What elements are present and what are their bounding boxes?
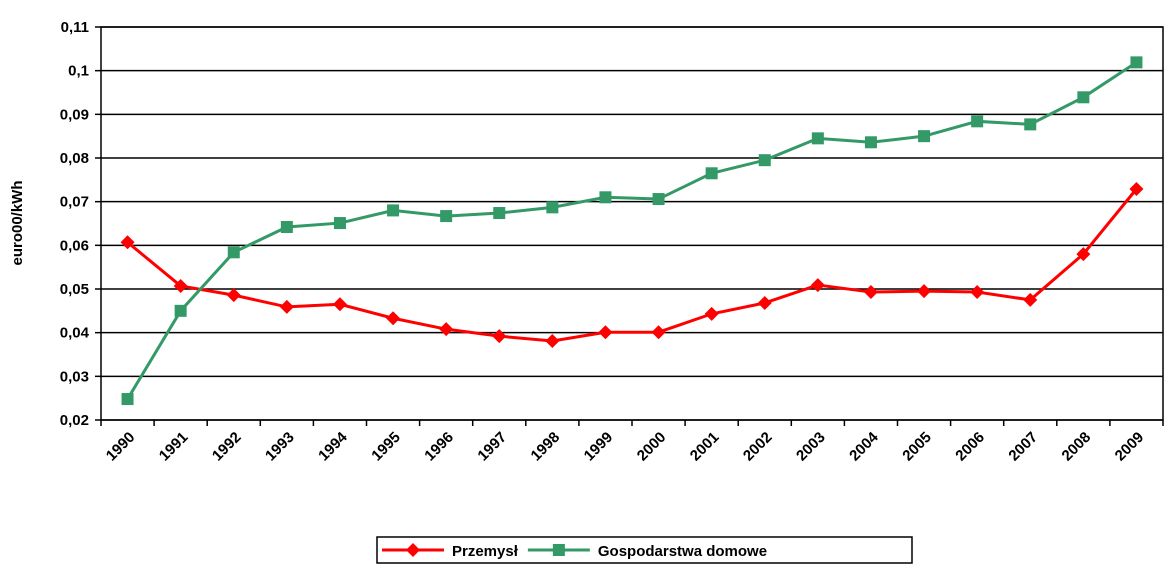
data-point <box>1130 56 1143 69</box>
x-tick-label: 2004 <box>846 428 882 464</box>
y-axis-label: euro00/kWh <box>9 180 26 265</box>
data-point <box>387 204 400 217</box>
data-point <box>1024 118 1037 131</box>
data-point <box>546 201 559 214</box>
data-point <box>439 322 454 337</box>
data-point <box>120 235 135 250</box>
y-tick-label: 0,07 <box>60 194 89 211</box>
data-point <box>704 306 719 321</box>
x-tick-label: 2002 <box>740 429 776 465</box>
legend-label: Przemysł <box>452 543 519 560</box>
data-point <box>121 393 134 406</box>
y-tick-label: 0,02 <box>60 412 89 429</box>
x-tick-label: 1996 <box>421 429 457 465</box>
x-tick-label: 2001 <box>687 429 723 465</box>
data-point <box>652 193 665 206</box>
x-tick-label: 2008 <box>1059 429 1095 465</box>
y-tick-label: 0,06 <box>60 237 89 254</box>
x-tick-label: 2006 <box>952 429 988 465</box>
data-point <box>227 246 240 259</box>
data-point <box>280 220 293 233</box>
data-point <box>1129 182 1144 197</box>
data-point <box>386 311 401 326</box>
x-tick-label: 2007 <box>1005 429 1041 465</box>
data-point <box>545 333 560 348</box>
x-tick-label: 1999 <box>581 429 617 465</box>
y-tick-label: 0,08 <box>60 150 89 167</box>
legend-box <box>376 536 913 564</box>
data-point <box>810 278 825 293</box>
data-point <box>863 285 878 300</box>
data-point <box>173 278 188 293</box>
data-point <box>279 299 294 314</box>
data-point <box>174 304 187 317</box>
x-tick-label: 1998 <box>528 429 564 465</box>
data-point <box>599 191 612 204</box>
data-point <box>226 288 241 303</box>
data-point <box>970 285 985 300</box>
data-point <box>1077 91 1090 104</box>
series-line <box>126 61 1138 400</box>
data-point <box>917 284 932 299</box>
y-tick-label: 0,1 <box>68 63 89 80</box>
y-tick-label: 0,03 <box>60 368 89 385</box>
plot-frame <box>100 26 1164 421</box>
series-line <box>126 188 1138 343</box>
legend-marker <box>406 543 420 557</box>
data-point <box>971 115 984 128</box>
data-point <box>811 132 824 145</box>
x-tick-label: 2009 <box>1112 429 1148 465</box>
data-point <box>333 217 346 230</box>
data-point <box>493 207 506 220</box>
x-tick-label: 1991 <box>156 429 192 465</box>
data-point <box>1076 247 1091 262</box>
data-point <box>918 130 931 143</box>
x-tick-label: 1997 <box>474 429 510 465</box>
data-point <box>332 297 347 312</box>
data-point <box>651 325 666 340</box>
x-tick-label: 1993 <box>262 429 298 465</box>
data-point <box>440 210 453 223</box>
x-tick-label: 2000 <box>634 429 670 465</box>
data-point <box>1023 292 1038 307</box>
x-tick-label: 1990 <box>103 429 139 465</box>
data-point <box>598 325 613 340</box>
x-tick-label: 2005 <box>899 429 935 465</box>
data-point <box>864 136 877 149</box>
legend-label: Gospodarstwa domowe <box>598 543 767 560</box>
y-tick-label: 0,04 <box>60 325 90 342</box>
data-point <box>757 295 772 310</box>
x-tick-label: 1995 <box>368 429 404 465</box>
x-tick-label: 1992 <box>209 429 245 465</box>
y-tick-label: 0,09 <box>60 106 89 123</box>
x-tick-label: 2003 <box>793 429 829 465</box>
data-point <box>492 329 507 344</box>
y-tick-label: 0,05 <box>60 281 89 298</box>
y-tick-label: 0,11 <box>61 19 89 36</box>
x-tick-label: 1994 <box>315 428 351 464</box>
data-point <box>758 154 771 167</box>
legend-marker <box>552 544 565 556</box>
data-point <box>705 167 718 180</box>
